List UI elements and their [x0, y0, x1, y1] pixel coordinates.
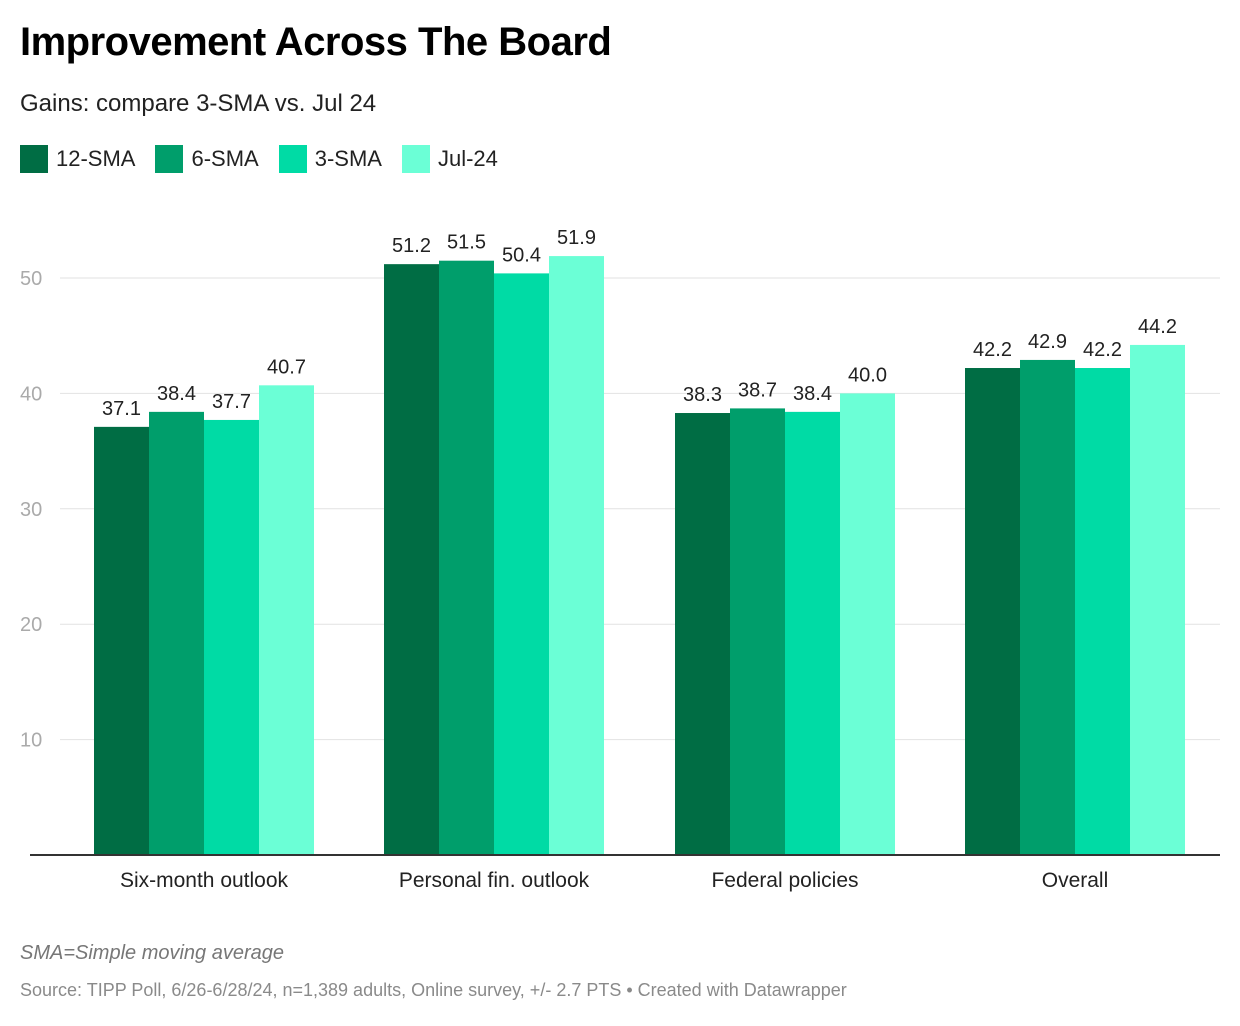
y-tick-label: 40: [20, 383, 42, 405]
bar: [1020, 359, 1075, 855]
bar: [675, 413, 730, 855]
bar: [965, 368, 1020, 855]
category-label: Overall: [1042, 869, 1109, 892]
data-label: 51.9: [557, 227, 596, 249]
legend-swatch: [155, 145, 184, 173]
data-label: 40.7: [267, 356, 306, 378]
data-label: 37.1: [102, 398, 141, 420]
bar: [94, 426, 149, 855]
category-label: Six-month outlook: [120, 869, 289, 892]
bar: [549, 256, 604, 856]
chart-subtitle: Gains: compare 3-SMA vs. Jul 24: [20, 90, 377, 117]
legend-label: 3-SMA: [314, 146, 382, 171]
bar: [384, 264, 439, 856]
data-label: 42.2: [1083, 339, 1122, 361]
bar: [785, 411, 840, 855]
legend-swatch: [20, 145, 48, 173]
bar: [840, 393, 895, 855]
bar: [1130, 344, 1185, 855]
legend-item-jul-24: Jul-24: [401, 145, 498, 173]
category-label: Federal policies: [711, 869, 858, 892]
data-label: 42.9: [1028, 331, 1067, 353]
bar: [149, 411, 204, 855]
bar: [259, 385, 314, 855]
data-label: 38.3: [683, 384, 722, 406]
y-tick-label: 50: [20, 268, 42, 290]
data-label: 51.5: [447, 232, 486, 254]
bar: [439, 260, 494, 855]
data-label: 51.2: [392, 235, 431, 257]
legend-item-12-sma: 12-SMA: [20, 145, 135, 173]
data-label: 42.2: [973, 339, 1012, 361]
legend-swatch: [401, 145, 430, 173]
footnote: SMA=Simple moving average: [20, 942, 285, 964]
bar: [204, 419, 259, 855]
category-label: Personal fin. outlook: [399, 869, 590, 892]
legend: 12-SMA 6-SMA 3-SMA Jul-24: [20, 145, 518, 173]
legend-item-6-sma: 6-SMA: [155, 145, 259, 173]
source-line: Source: TIPP Poll, 6/26-6/28/24, n=1,389…: [20, 980, 847, 1000]
chart-title: Improvement Across The Board: [20, 20, 612, 64]
bar: [730, 408, 785, 855]
bar: [494, 273, 549, 855]
legend-item-3-sma: 3-SMA: [278, 145, 382, 173]
data-label: 40.0: [848, 364, 887, 386]
legend-label: 12-SMA: [56, 146, 136, 171]
data-label: 37.7: [212, 391, 251, 413]
data-label: 50.4: [502, 244, 541, 266]
legend-label: Jul-24: [437, 146, 498, 171]
y-tick-label: 30: [20, 499, 42, 521]
data-label: 38.7: [738, 379, 777, 401]
bar-chart: 10 20 30 40 50 37.1 38.4 37.7 40.7 Six-month outl…: [20, 227, 1220, 892]
data-label: 38.4: [157, 383, 196, 405]
y-tick-label: 10: [20, 730, 42, 752]
y-tick-label: 20: [20, 614, 42, 636]
legend-swatch: [278, 145, 307, 173]
data-label: 38.4: [793, 383, 832, 405]
data-label: 44.2: [1138, 316, 1177, 338]
legend-label: 6-SMA: [191, 146, 259, 171]
bar: [1075, 368, 1130, 855]
